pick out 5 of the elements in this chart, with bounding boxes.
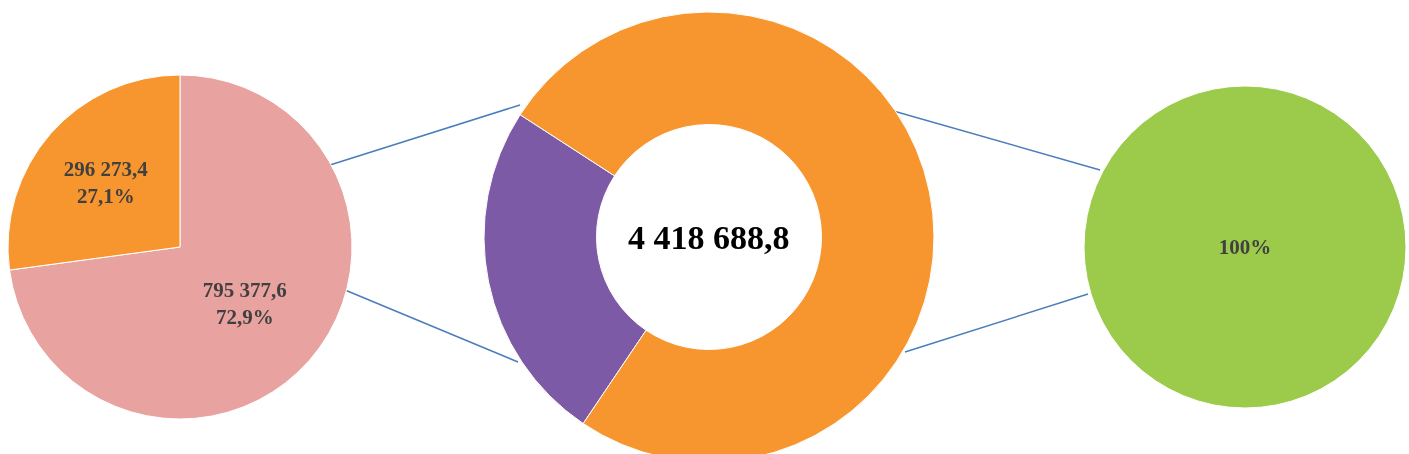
data-label: 100%: [1218, 235, 1272, 259]
text: 4 418 688,8: [628, 219, 790, 256]
data-label: 795 377,6 72,9%: [202, 277, 287, 330]
pie-slice: [9, 75, 352, 419]
data-label: 296 273,4 27,1%: [63, 156, 149, 209]
